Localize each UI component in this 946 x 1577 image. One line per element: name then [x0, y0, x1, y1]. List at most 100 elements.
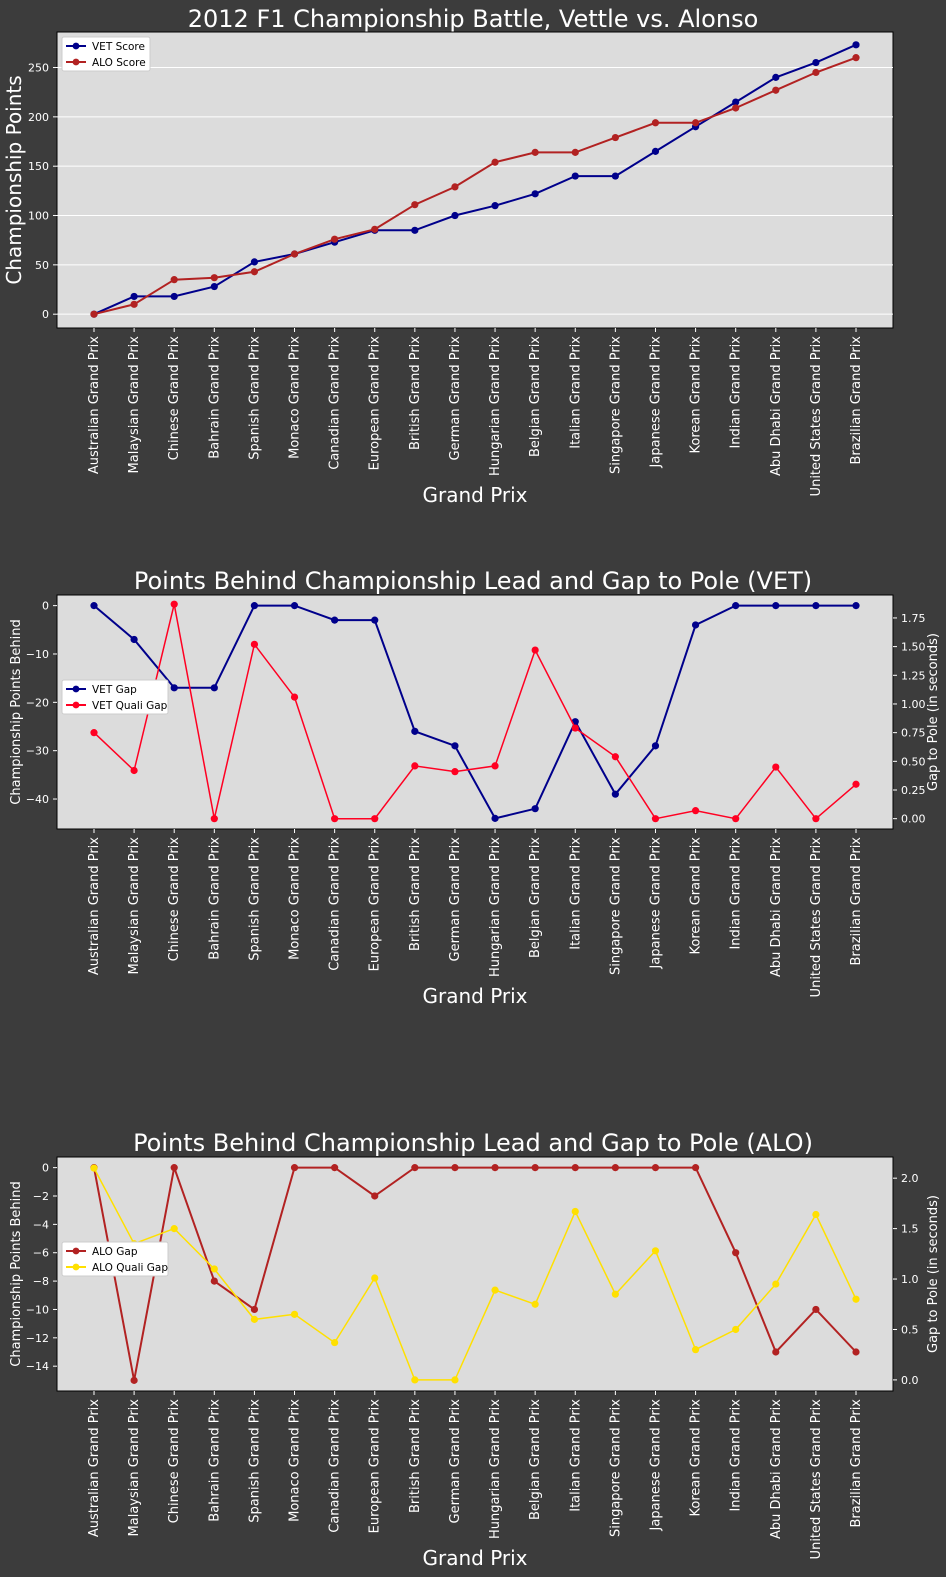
data-point: [651, 742, 660, 750]
x-tick-label: Brazilian Grand Prix: [849, 336, 864, 465]
data-point: [812, 602, 820, 610]
data-point: [732, 1325, 740, 1334]
y-tick-label: 50: [35, 259, 49, 272]
y-tick-label: −8: [33, 1275, 49, 1288]
x-tick-label: Australian Grand Prix: [87, 837, 102, 975]
data-point: [611, 133, 619, 142]
y-tick-label: 100: [28, 210, 49, 223]
data-point: [732, 602, 740, 610]
data-point: [90, 1164, 98, 1172]
x-axis-label: Grand Prix: [422, 984, 527, 1008]
x-tick-label: Malaysian Grand Prix: [127, 837, 142, 975]
data-point: [491, 1286, 499, 1294]
data-point: [90, 310, 98, 318]
series-line-2: [93, 56, 857, 316]
x-tick-label: Australian Grand Prix: [87, 336, 102, 474]
y-tick-label: −20: [26, 696, 49, 709]
y2-tick-label: 1.25: [901, 669, 926, 682]
y-tick-label: 250: [28, 62, 49, 75]
x-tick-label: British Grand Prix: [408, 837, 423, 951]
y-axis-label: Championship Points Behind: [9, 1181, 24, 1366]
data-point: [651, 147, 660, 155]
y-axis-label: Championship Points: [2, 75, 26, 284]
x-tick-label: Abu Dhabi Grand Prix: [769, 336, 784, 476]
x-tick-label: United States Grand Prix: [809, 837, 824, 998]
x-tick-label: Japanese Grand Prix: [648, 1399, 663, 1532]
plot-area: [56, 1156, 894, 1392]
x-tick-label: Korean Grand Prix: [689, 336, 704, 454]
data-point: [451, 1376, 459, 1384]
legend-label: ALO Score: [92, 57, 146, 69]
data-point: [451, 768, 459, 776]
data-point: [331, 1338, 339, 1347]
data-point: [371, 1274, 379, 1282]
x-tick-label: German Grand Prix: [448, 336, 463, 461]
data-point: [732, 815, 740, 823]
legend-marker: [72, 1263, 80, 1271]
x-tick-label: Indian Grand Prix: [729, 336, 744, 449]
data-point: [411, 762, 419, 770]
data-point: [290, 602, 299, 610]
data-point: [571, 1207, 579, 1216]
x-tick-label: Indian Grand Prix: [729, 837, 744, 950]
y-axis-label: Championship Points Behind: [9, 619, 24, 804]
x-tick-label: Malaysian Grand Prix: [127, 336, 142, 474]
data-point: [250, 258, 259, 266]
data-point: [210, 282, 218, 291]
data-point: [411, 1164, 419, 1172]
data-point: [772, 73, 780, 81]
y-tick-label: −10: [26, 1303, 49, 1316]
legend-marker: [72, 42, 80, 50]
y-tick-label: −14: [26, 1360, 49, 1373]
x-tick-label: Canadian Grand Prix: [328, 837, 343, 971]
data-point: [852, 41, 860, 49]
data-point: [491, 202, 499, 210]
y-tick-label: −2: [33, 1190, 49, 1203]
y2-axis-label: Gap to Pole (in seconds): [926, 633, 941, 791]
data-point: [210, 684, 218, 692]
data-point: [772, 763, 780, 771]
legend: ALO Gap ALO Quali Gap: [61, 1241, 169, 1277]
x-tick-label: European Grand Prix: [368, 336, 383, 471]
chart-panel-2: Points Behind Championship Lead and Gap …: [9, 567, 941, 1008]
y-tick-label: −30: [26, 745, 49, 758]
data-point: [651, 815, 660, 823]
y2-tick-label: 1.50: [901, 641, 926, 654]
data-point: [250, 268, 259, 276]
data-point: [170, 600, 178, 608]
y-tick-label: −10: [26, 648, 49, 661]
data-point: [732, 104, 740, 112]
data-point: [571, 1164, 579, 1172]
data-point: [170, 1225, 178, 1233]
x-tick-label: Belgian Grand Prix: [528, 1399, 543, 1520]
x-tick-label: Indian Grand Prix: [729, 1399, 744, 1512]
data-point: [210, 274, 218, 282]
data-point: [491, 762, 499, 770]
x-tick-label: Spanish Grand Prix: [247, 837, 262, 961]
data-point: [772, 86, 780, 94]
data-point: [571, 172, 579, 180]
y-tick-label: 0: [42, 1162, 49, 1175]
series-line-2: [93, 1167, 857, 1381]
data-point: [611, 1164, 619, 1172]
y-tick-label: −6: [33, 1247, 49, 1260]
legend-box: [61, 1241, 169, 1277]
data-point: [290, 1164, 299, 1172]
legend-label: VET Score: [92, 41, 145, 53]
data-point: [331, 235, 339, 243]
data-point: [691, 1346, 700, 1354]
y2-tick-label: 1.5: [901, 1223, 919, 1236]
data-point: [691, 807, 700, 815]
data-point: [331, 616, 339, 624]
legend-marker: [72, 1247, 80, 1255]
data-point: [411, 201, 419, 209]
x-tick-label: Korean Grand Prix: [689, 1399, 704, 1517]
x-tick-label: Singapore Grand Prix: [608, 1399, 623, 1537]
data-point: [852, 1295, 860, 1303]
y-tick-label: −40: [26, 793, 49, 806]
data-point: [250, 602, 259, 610]
data-point: [812, 1305, 820, 1314]
x-tick-label: Brazilian Grand Prix: [849, 1399, 864, 1528]
data-point: [732, 1249, 740, 1257]
y2-tick-label: 1.00: [901, 698, 926, 711]
